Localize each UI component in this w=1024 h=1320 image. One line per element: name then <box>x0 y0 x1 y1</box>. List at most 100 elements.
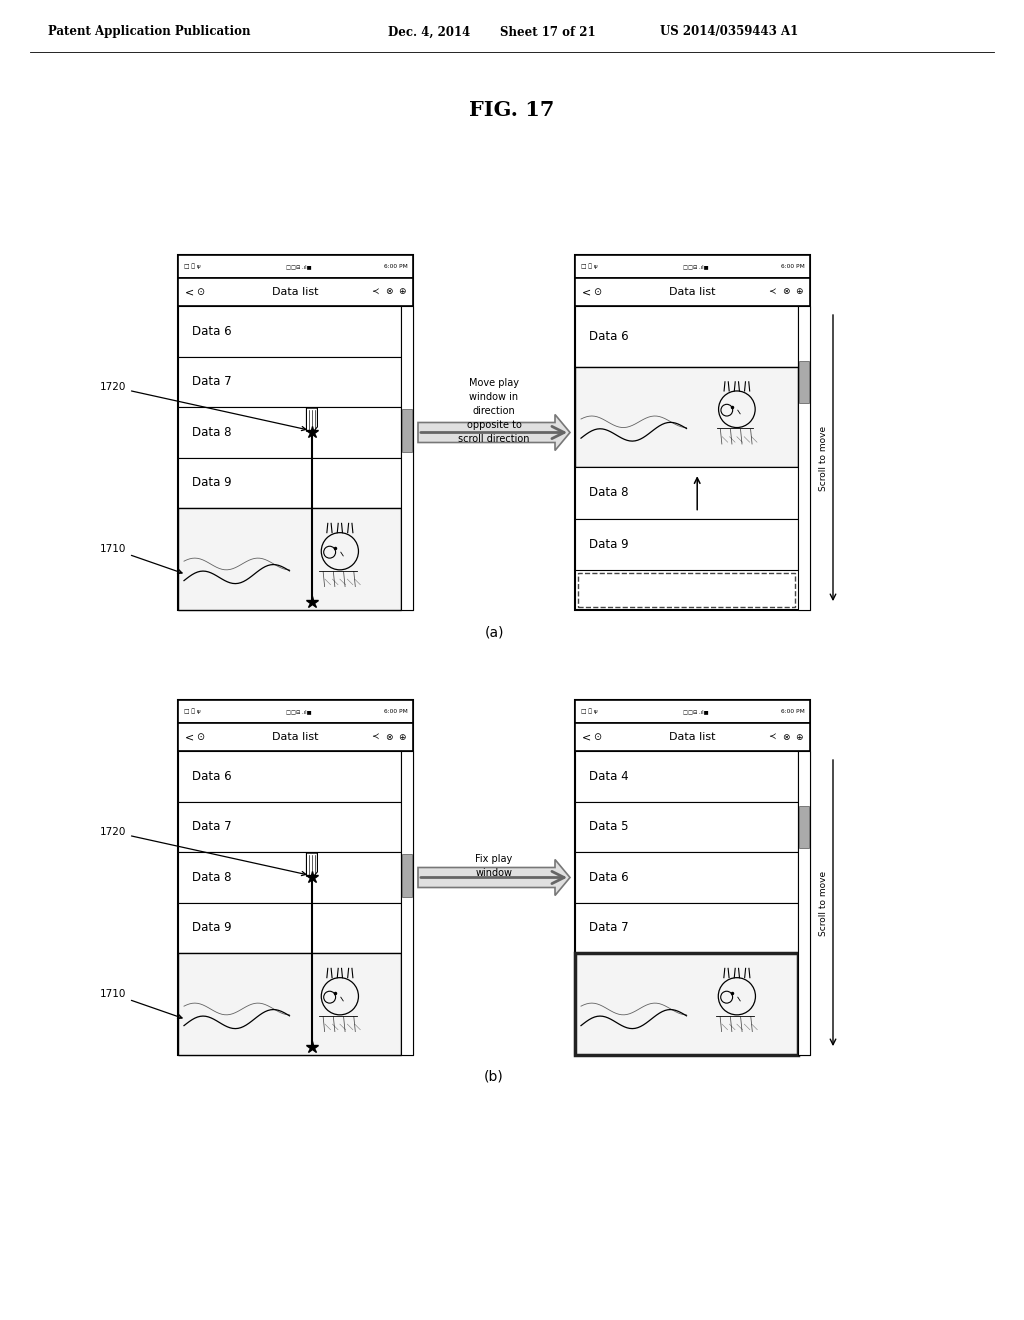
Bar <box>401 306 413 610</box>
Bar <box>178 306 401 356</box>
Text: Data 6: Data 6 <box>589 330 629 343</box>
Text: <: < <box>185 286 195 297</box>
Text: 1710: 1710 <box>99 989 182 1019</box>
Text: 6:00 PM: 6:00 PM <box>384 264 408 269</box>
Bar <box>798 306 810 610</box>
Polygon shape <box>418 859 570 895</box>
Bar <box>575 853 798 903</box>
Text: Data 9: Data 9 <box>589 539 629 552</box>
Bar <box>575 953 798 1055</box>
Text: Data 6: Data 6 <box>193 325 231 338</box>
Bar <box>178 751 401 801</box>
Text: 6:00 PM: 6:00 PM <box>781 709 805 714</box>
Bar <box>575 306 798 367</box>
Text: Fix play: Fix play <box>475 854 513 865</box>
Bar <box>178 700 413 1055</box>
Text: □□⊟ .ıl■: □□⊟ .ıl■ <box>683 709 709 714</box>
Bar <box>575 279 810 306</box>
Bar <box>575 903 798 953</box>
Bar <box>178 508 401 610</box>
Text: Data 6: Data 6 <box>193 770 231 783</box>
Text: Data list: Data list <box>670 733 716 742</box>
Text: Scroll to move: Scroll to move <box>819 870 828 936</box>
Text: 1720: 1720 <box>99 826 306 875</box>
Text: ⊙: ⊙ <box>593 286 601 297</box>
Bar <box>575 519 798 570</box>
Text: 1720: 1720 <box>99 381 306 430</box>
Text: ≺: ≺ <box>768 288 775 297</box>
Text: Move play: Move play <box>469 378 519 388</box>
Bar <box>575 801 798 853</box>
Bar <box>178 407 401 458</box>
Text: Data 5: Data 5 <box>589 820 629 833</box>
Text: Data 8: Data 8 <box>193 426 231 438</box>
Text: ≺: ≺ <box>371 288 379 297</box>
Text: ⊙: ⊙ <box>196 733 204 742</box>
Text: ⊗: ⊗ <box>385 733 392 742</box>
Text: □ 参 ψ: □ 参 ψ <box>581 709 598 714</box>
Text: □ 参 ψ: □ 参 ψ <box>184 709 201 714</box>
Text: FIG. 17: FIG. 17 <box>469 100 555 120</box>
Text: window in: window in <box>469 392 518 401</box>
Text: Data 7: Data 7 <box>193 820 231 833</box>
Text: Data 4: Data 4 <box>589 770 629 783</box>
Text: Patent Application Publication: Patent Application Publication <box>48 25 251 38</box>
Bar <box>178 700 413 723</box>
Bar <box>180 510 399 609</box>
Bar <box>180 956 399 1053</box>
Text: ⊕: ⊕ <box>795 288 803 297</box>
Text: opposite to: opposite to <box>467 420 521 429</box>
Text: direction: direction <box>473 405 515 416</box>
Bar <box>575 467 798 519</box>
Bar <box>178 279 413 306</box>
Text: ≺: ≺ <box>768 733 775 742</box>
Bar <box>402 854 412 896</box>
Text: Data 9: Data 9 <box>193 477 231 490</box>
Text: scroll direction: scroll direction <box>459 433 529 444</box>
Polygon shape <box>418 414 570 450</box>
Text: <: < <box>185 733 195 742</box>
Text: Data 7: Data 7 <box>193 375 231 388</box>
Text: 6:00 PM: 6:00 PM <box>384 709 408 714</box>
Text: ⊙: ⊙ <box>196 286 204 297</box>
Text: 1710: 1710 <box>99 544 182 574</box>
Bar <box>575 723 810 751</box>
Bar <box>575 700 810 1055</box>
Text: 6:00 PM: 6:00 PM <box>781 264 805 269</box>
Text: (a): (a) <box>484 624 504 639</box>
Text: Data 9: Data 9 <box>193 921 231 935</box>
Text: □ 参 ψ: □ 参 ψ <box>581 264 598 269</box>
Bar <box>799 360 809 404</box>
Bar <box>402 409 412 451</box>
Text: Data 8: Data 8 <box>193 871 231 884</box>
Text: window: window <box>475 869 512 879</box>
Bar <box>178 953 401 1055</box>
Bar <box>178 255 413 610</box>
Text: ⊕: ⊕ <box>398 288 406 297</box>
Text: ⊗: ⊗ <box>782 733 790 742</box>
Bar <box>575 367 798 467</box>
Bar <box>178 903 401 953</box>
Bar <box>575 255 810 610</box>
Text: <: < <box>582 286 591 297</box>
Text: <: < <box>582 733 591 742</box>
Text: Data list: Data list <box>272 286 318 297</box>
Bar <box>798 751 810 1055</box>
Text: ⊕: ⊕ <box>398 733 406 742</box>
Text: □ 参 ψ: □ 参 ψ <box>184 264 201 269</box>
Bar <box>575 700 810 723</box>
Text: Sheet 17 of 21: Sheet 17 of 21 <box>500 25 596 38</box>
Bar <box>575 255 810 279</box>
Text: Data list: Data list <box>272 733 318 742</box>
Bar <box>178 356 401 407</box>
Bar <box>799 805 809 849</box>
Bar <box>575 953 798 1055</box>
Text: Data 8: Data 8 <box>589 487 629 499</box>
Text: US 2014/0359443 A1: US 2014/0359443 A1 <box>660 25 799 38</box>
Text: □□⊟ .ıl■: □□⊟ .ıl■ <box>286 264 311 269</box>
Bar <box>401 751 413 1055</box>
Bar <box>178 723 413 751</box>
Bar <box>575 751 798 801</box>
Text: □□⊟ .ıl■: □□⊟ .ıl■ <box>683 264 709 269</box>
Text: Data 7: Data 7 <box>589 921 629 935</box>
